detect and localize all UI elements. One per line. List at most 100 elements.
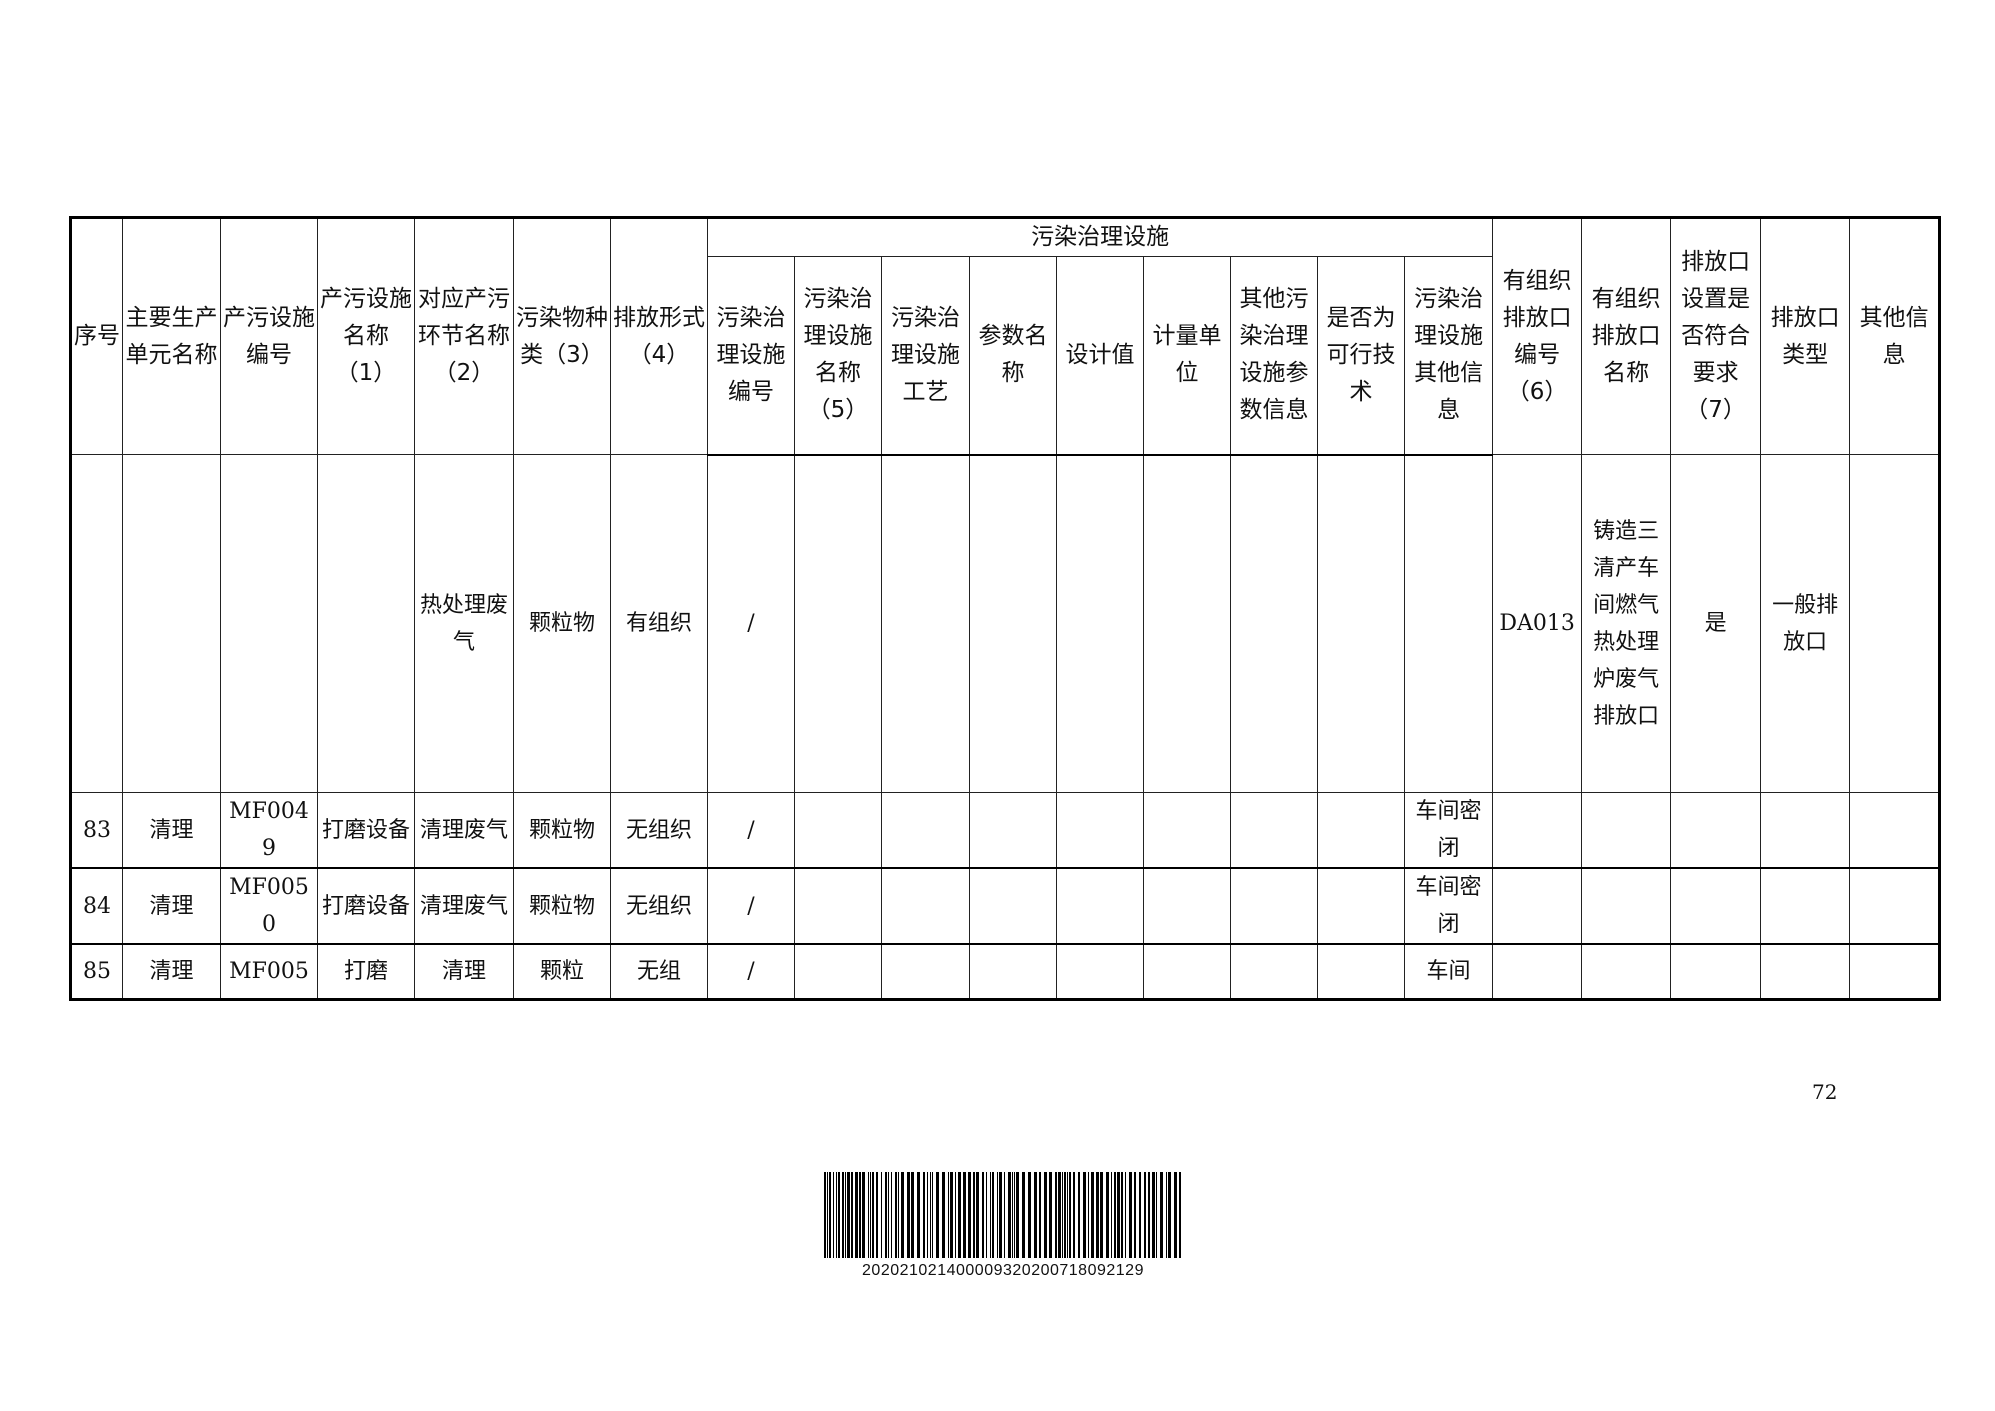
barcode-bar: [881, 1172, 882, 1258]
barcode-bar: [1106, 1172, 1109, 1258]
table-cell: [1230, 867, 1318, 945]
table-cell: [1230, 943, 1318, 1000]
pollution-control-table: 序号 主要生产单元名称 产污设施编号 产污设施名称（1） 对应产污环节名称（2） 污染物种…: [69, 216, 1942, 1001]
barcode-bar: [1034, 1172, 1037, 1258]
barcode-bar: [842, 1172, 844, 1258]
barcode-bar: [895, 1172, 897, 1258]
table-row: 83 清理 MF0049 打磨设备 清理废气 颗粒物 无组织 / 车间密闭: [70, 792, 1941, 869]
barcode-bar: [976, 1172, 979, 1258]
table-cell: [794, 792, 882, 869]
column-header: 有组织排放口名称: [1581, 217, 1672, 455]
table-cell: 有组织: [610, 454, 708, 793]
barcode-bar: [1016, 1172, 1019, 1258]
barcode-bar: [907, 1172, 910, 1258]
table-cell: /: [707, 454, 795, 793]
column-header: 有组织排放口编号（6）: [1492, 217, 1583, 455]
barcode-bar: [1174, 1172, 1177, 1258]
barcode-bar: [1096, 1172, 1099, 1258]
barcode-bar: [901, 1172, 904, 1258]
table-cell: [969, 792, 1057, 869]
column-header: 序号: [70, 217, 123, 455]
column-header: 其他信息: [1849, 217, 1941, 455]
table-cell: [1143, 792, 1231, 869]
table-cell: 车间: [1403, 943, 1494, 1000]
barcode-bar: [1064, 1172, 1066, 1258]
table-cell: 热处理废气: [414, 454, 514, 793]
table-cell: [1849, 867, 1941, 945]
table-cell: [1670, 943, 1762, 1000]
table-cell: 颗粒物: [513, 454, 611, 793]
table-cell: [1760, 867, 1851, 945]
table-cell: [1317, 867, 1405, 945]
table-cell: 一般排放口: [1760, 454, 1851, 793]
barcode-bar: [1028, 1172, 1031, 1258]
table-cell: 车间密闭: [1403, 792, 1494, 869]
barcode-bar: [982, 1172, 984, 1258]
barcode-bar: [872, 1172, 874, 1258]
barcode-bar: [1117, 1172, 1120, 1258]
column-header: 排放口设置是否符合要求（7）: [1670, 217, 1762, 455]
barcode-bar: [824, 1172, 826, 1258]
column-header: 污染物种类（3）: [513, 217, 611, 455]
barcode-bar: [851, 1172, 853, 1258]
table-cell: [1143, 867, 1231, 945]
barcode-bar: [833, 1172, 834, 1258]
table-cell: [1492, 943, 1583, 1000]
table-cell: [70, 454, 123, 793]
table-cell: /: [707, 943, 795, 1000]
table-cell: [1230, 454, 1318, 793]
table-cell: [317, 454, 415, 793]
column-header: 计量单位: [1143, 256, 1231, 456]
barcode-bar: [911, 1172, 914, 1258]
barcode-bar: [932, 1172, 933, 1258]
table-cell: [1143, 943, 1231, 1000]
table-cell: [1056, 792, 1144, 869]
table-cell: [1849, 454, 1941, 793]
table-cell: [969, 867, 1057, 945]
table-cell: [1230, 792, 1318, 869]
barcode-bar: [1148, 1172, 1150, 1258]
table-cell: [1143, 454, 1231, 793]
barcode-bar: [888, 1172, 889, 1258]
barcode: [824, 1172, 1181, 1258]
table-cell: /: [707, 867, 795, 945]
table-cell: 颗粒物: [513, 867, 611, 945]
table-cell: [1849, 943, 1941, 1000]
barcode-bar: [1049, 1172, 1052, 1258]
table-cell: [1056, 454, 1144, 793]
barcode-bar: [1014, 1172, 1015, 1258]
table-cell: [881, 867, 970, 945]
table-cell: [1670, 867, 1762, 945]
barcode-bar: [1160, 1172, 1163, 1258]
barcode-bar: [838, 1172, 840, 1258]
column-header: 对应产污环节名称（2）: [414, 217, 514, 455]
table-cell: [881, 943, 970, 1000]
column-header: 排放口类型: [1760, 217, 1851, 455]
barcode-bar: [845, 1172, 846, 1258]
table-cell: [969, 454, 1057, 793]
barcode-bar: [1091, 1172, 1094, 1258]
barcode-bar: [1022, 1172, 1025, 1258]
table-cell: 颗粒物: [513, 792, 611, 869]
table-cell: DA013: [1492, 454, 1583, 793]
barcode-bar: [1125, 1172, 1126, 1258]
barcode-bar: [1100, 1172, 1103, 1258]
table-cell: [1670, 792, 1762, 869]
column-header: 参数名称: [969, 256, 1057, 456]
table-cell: 无组织: [610, 792, 708, 869]
table-cell: [1492, 867, 1583, 945]
table-cell: 清理废气: [414, 792, 514, 869]
barcode-bar: [1044, 1172, 1047, 1258]
barcode-bar: [876, 1172, 878, 1258]
barcode-bar: [1039, 1172, 1041, 1258]
header-row: 污染治理设施编号 污染治理设施名称（5） 污染治理设施工艺 参数名称 设计值 计量单位 其他…: [71, 256, 1940, 456]
table-cell: [1056, 867, 1144, 945]
barcode-bar: [1168, 1172, 1171, 1258]
barcode-bar: [1152, 1172, 1155, 1258]
table-cell: [1317, 454, 1405, 793]
table-cell: 清理: [122, 943, 221, 1000]
barcode-bar: [859, 1172, 861, 1258]
column-header: 主要生产单元名称: [122, 217, 221, 455]
table-cell: 84: [70, 867, 123, 945]
column-header: 其他污染治理设施参数信息: [1230, 256, 1318, 456]
